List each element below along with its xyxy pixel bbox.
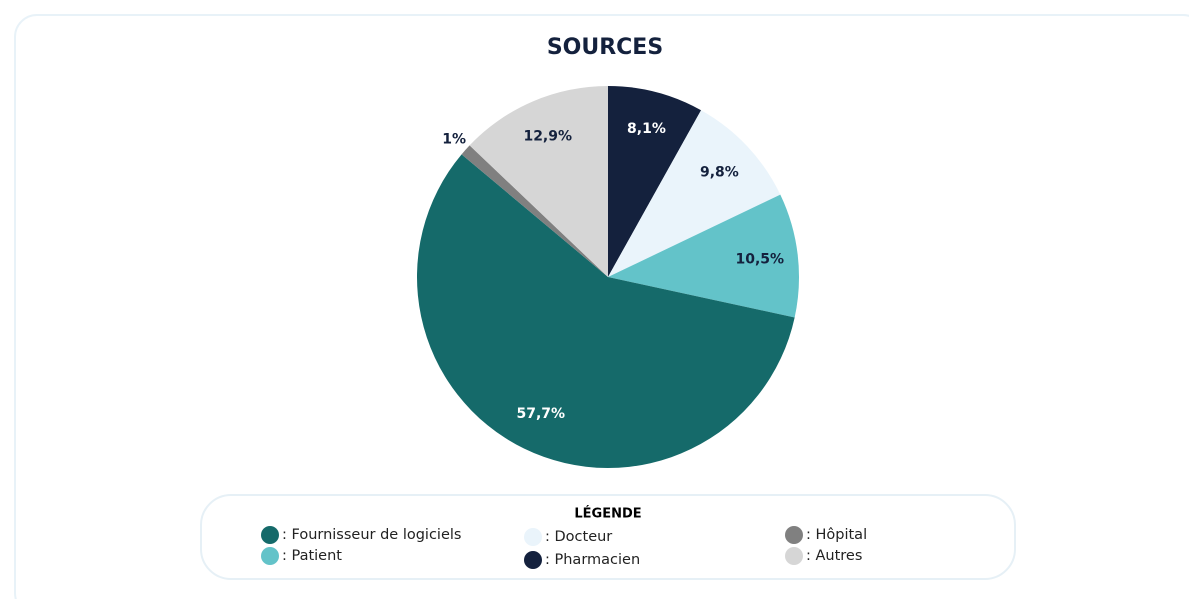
legend-swatch: [524, 528, 542, 546]
pie-slice: [417, 154, 795, 468]
legend-swatch: [785, 526, 803, 544]
pie-slice: [608, 194, 799, 318]
chart-title: SOURCES: [547, 35, 663, 60]
legend-title: LÉGENDE: [574, 506, 641, 522]
legend-label: : Hôpital: [806, 527, 867, 543]
pie-slice: [608, 110, 781, 277]
legend-label: : Fournisseur de logiciels: [282, 527, 461, 543]
value-label: 10,5%: [735, 251, 784, 267]
legend-label: : Autres: [806, 548, 862, 564]
legend-swatch: [524, 551, 542, 569]
pie-slice: [608, 86, 702, 277]
value-label: 1%: [442, 132, 466, 148]
pie-slice: [461, 145, 608, 277]
value-label: 57,7%: [516, 406, 565, 422]
legend-swatch: [261, 526, 279, 544]
value-label: 8,1%: [627, 121, 666, 137]
value-label: 9,8%: [700, 164, 739, 180]
legend-swatch: [785, 547, 803, 565]
pie-slice: [469, 86, 608, 277]
value-label: 12,9%: [523, 129, 572, 145]
legend-label: : Patient: [282, 548, 342, 564]
legend-label: : Docteur: [545, 529, 612, 545]
legend-box: [200, 494, 1016, 580]
legend-swatch: [261, 547, 279, 565]
legend-label: : Pharmacien: [545, 552, 640, 568]
